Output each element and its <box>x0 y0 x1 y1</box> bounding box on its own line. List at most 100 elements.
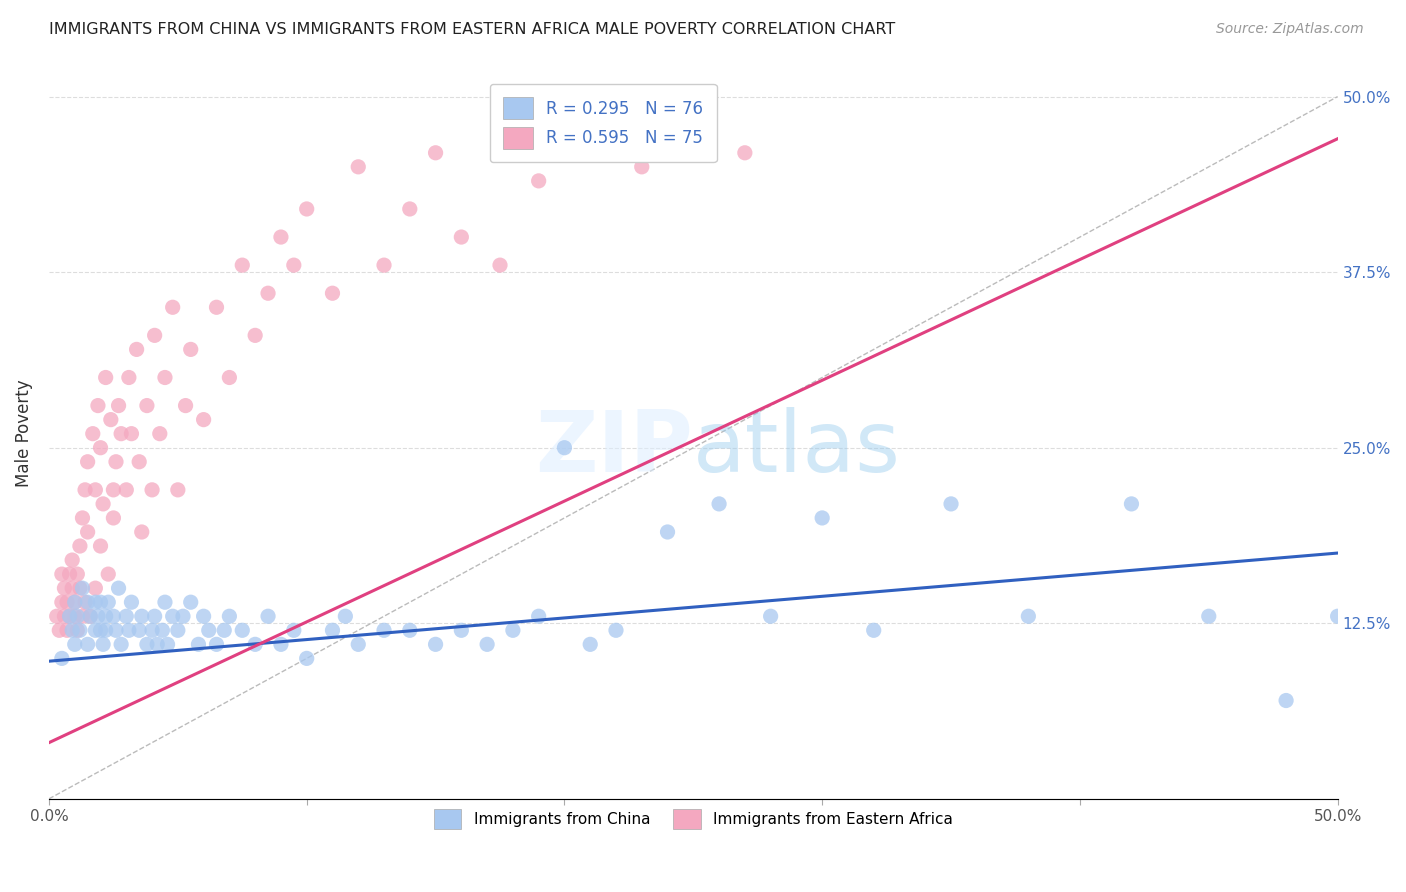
Point <box>63 595 86 609</box>
Point <box>321 624 343 638</box>
Point <box>193 412 215 426</box>
Point <box>63 609 86 624</box>
Point <box>425 145 447 160</box>
Point <box>89 441 111 455</box>
Point <box>135 637 157 651</box>
Point <box>63 637 86 651</box>
Point <box>270 230 292 244</box>
Point <box>60 581 83 595</box>
Point <box>243 328 266 343</box>
Point <box>257 286 280 301</box>
Point <box>335 609 357 624</box>
Point <box>862 624 884 638</box>
Point <box>115 483 138 497</box>
Point <box>162 300 184 314</box>
Point <box>103 609 125 624</box>
Point <box>73 595 96 609</box>
Point <box>939 497 962 511</box>
Point <box>60 624 83 638</box>
Point <box>205 637 228 651</box>
Point <box>373 258 395 272</box>
Point <box>1275 693 1298 707</box>
Point <box>51 567 73 582</box>
Point <box>118 370 141 384</box>
Point <box>166 483 188 497</box>
Point <box>212 624 235 638</box>
Point <box>630 160 652 174</box>
Point <box>425 637 447 651</box>
Point <box>156 637 179 651</box>
Point <box>811 511 834 525</box>
Point <box>502 624 524 638</box>
Point <box>120 595 142 609</box>
Point <box>79 609 101 624</box>
Point <box>1121 497 1143 511</box>
Point <box>82 426 104 441</box>
Point <box>69 539 91 553</box>
Text: Source: ZipAtlas.com: Source: ZipAtlas.com <box>1216 22 1364 37</box>
Point <box>103 483 125 497</box>
Point <box>146 637 169 651</box>
Point <box>91 637 114 651</box>
Point <box>450 624 472 638</box>
Point <box>141 483 163 497</box>
Point <box>79 609 101 624</box>
Point <box>347 160 370 174</box>
Point <box>174 399 197 413</box>
Point <box>231 624 253 638</box>
Point <box>197 624 219 638</box>
Point <box>48 624 70 638</box>
Point <box>53 581 76 595</box>
Point <box>450 230 472 244</box>
Point <box>759 609 782 624</box>
Point <box>91 497 114 511</box>
Point <box>579 637 602 651</box>
Point <box>76 455 98 469</box>
Point <box>657 524 679 539</box>
Point <box>69 581 91 595</box>
Point <box>166 624 188 638</box>
Text: IMMIGRANTS FROM CHINA VS IMMIGRANTS FROM EASTERN AFRICA MALE POVERTY CORRELATION: IMMIGRANTS FROM CHINA VS IMMIGRANTS FROM… <box>49 22 896 37</box>
Y-axis label: Male Poverty: Male Poverty <box>15 380 32 488</box>
Point <box>131 524 153 539</box>
Point <box>180 343 202 357</box>
Point <box>89 595 111 609</box>
Point <box>84 483 107 497</box>
Point <box>104 624 127 638</box>
Point <box>1326 609 1348 624</box>
Point <box>527 174 550 188</box>
Point <box>321 286 343 301</box>
Point <box>347 637 370 651</box>
Point <box>69 624 91 638</box>
Point <box>89 624 111 638</box>
Point <box>58 609 80 624</box>
Point <box>143 328 166 343</box>
Point <box>56 595 79 609</box>
Point <box>257 609 280 624</box>
Point <box>128 624 150 638</box>
Point <box>97 567 120 582</box>
Point <box>66 567 89 582</box>
Point <box>527 609 550 624</box>
Point <box>76 595 98 609</box>
Point <box>76 637 98 651</box>
Point <box>283 624 305 638</box>
Point <box>270 637 292 651</box>
Point <box>84 624 107 638</box>
Point <box>73 483 96 497</box>
Point <box>180 595 202 609</box>
Point <box>107 399 129 413</box>
Point <box>141 624 163 638</box>
Point <box>398 624 420 638</box>
Point <box>187 637 209 651</box>
Point <box>734 145 756 160</box>
Point <box>72 609 94 624</box>
Point <box>475 637 498 651</box>
Point <box>218 370 240 384</box>
Point <box>172 609 194 624</box>
Point <box>104 455 127 469</box>
Point <box>205 300 228 314</box>
Point <box>115 609 138 624</box>
Point <box>97 595 120 609</box>
Point <box>110 426 132 441</box>
